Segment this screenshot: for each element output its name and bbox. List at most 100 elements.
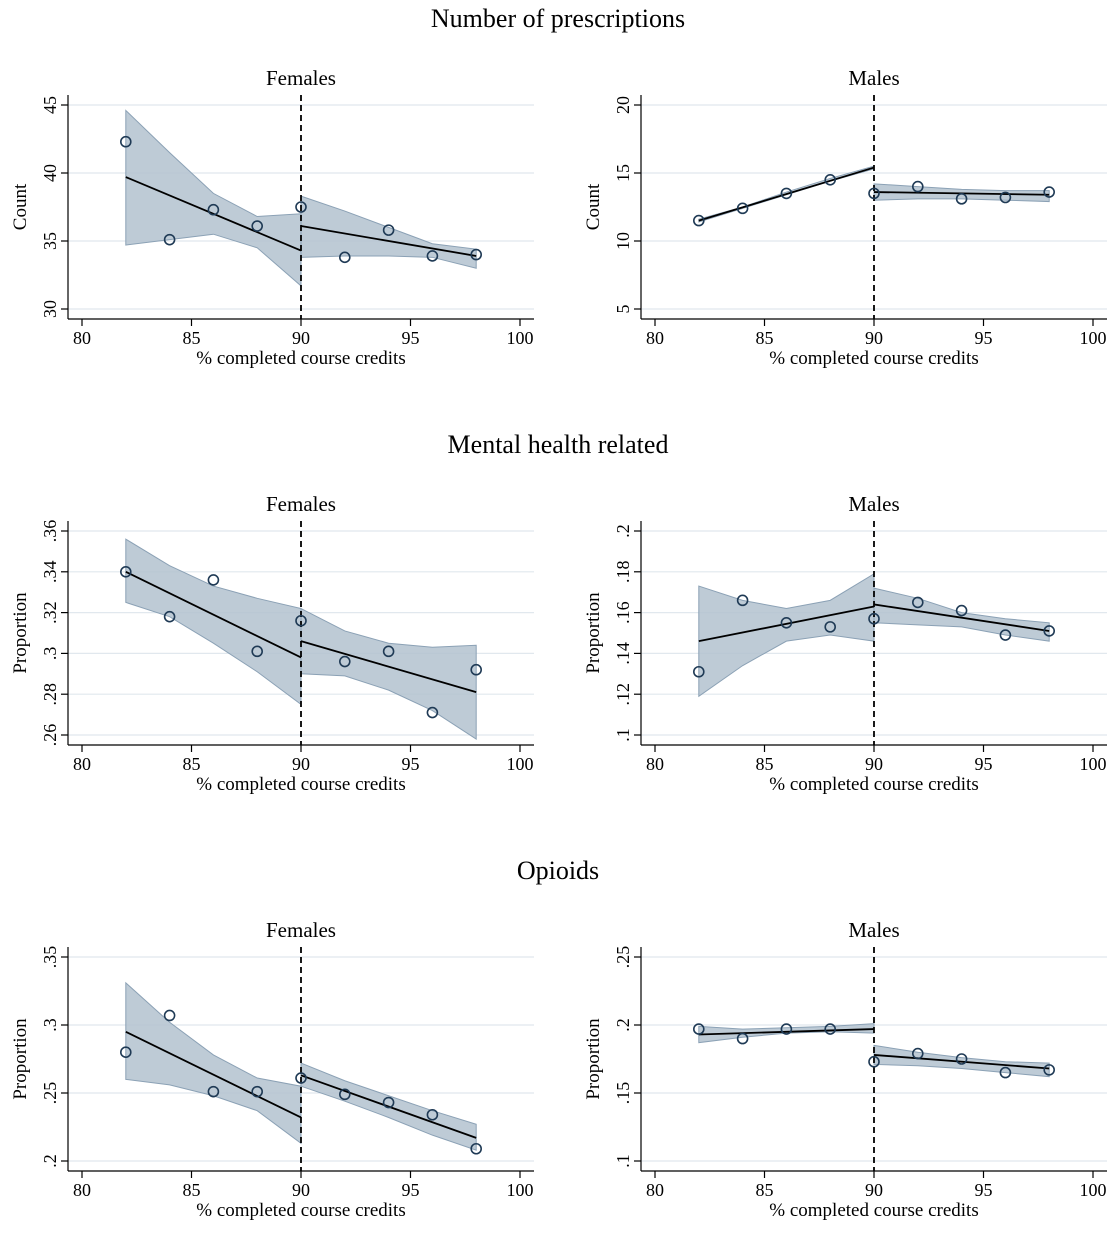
chart-3-fit-line-right — [873, 603, 1050, 632]
chart-5-point-8 — [1043, 1064, 1055, 1076]
chart-0-xtick-label-0: 80 — [73, 328, 91, 348]
chart-1-ylabel: Count — [583, 183, 604, 230]
chart-3-ylabel: Proportion — [583, 592, 604, 674]
chart-3-xtick-label-2: 90 — [865, 754, 883, 774]
chart-5-point-6 — [955, 1053, 968, 1065]
chart-1-point-6 — [955, 193, 968, 205]
chart-2-ytick-label-4: .34 — [40, 561, 60, 584]
chart-0-xtick-label-3: 95 — [402, 328, 420, 348]
chart-1-point-7 — [999, 191, 1012, 204]
chart-5-point-2 — [780, 1023, 793, 1035]
chart-0-ytick-label-3: 45 — [40, 96, 60, 114]
chart-5-point-1 — [736, 1032, 749, 1045]
chart-4-title: Females — [266, 918, 336, 942]
chart-3-point-3 — [824, 621, 837, 633]
chart-5-xlabel: % completed course credits — [769, 1200, 978, 1221]
chart-3-xtick-label-3: 95 — [975, 754, 993, 774]
chart-2-ci-band-right — [300, 607, 477, 741]
chart-3-point-4 — [868, 612, 880, 625]
chart-1-ytick-label-2: 15 — [613, 164, 633, 182]
panel-opioids-males: Males 80 85 90 95 100 .1 .15 .2 .25 % completed co… — [583, 918, 1107, 1221]
chart-5-point-0 — [692, 1023, 705, 1035]
chart-3-title: Males — [848, 492, 899, 516]
chart-2-ytick-label-3: .32 — [40, 601, 60, 624]
row-title-mental-health: Mental health related — [448, 430, 669, 459]
chart-2-point-1 — [163, 610, 176, 623]
chart-3-point-6 — [955, 604, 968, 617]
chart-1-point-2 — [780, 187, 793, 200]
chart-1-xtick-label-1: 85 — [756, 328, 774, 348]
chart-0-ytick-label-0: 30 — [40, 300, 60, 318]
panel-opioids-females: Females 80 85 90 95 100 .2 .25 .3 .35 % completed … — [10, 918, 534, 1221]
chart-2-ylabel: Proportion — [10, 592, 31, 674]
chart-0-xtick-label-2: 90 — [292, 328, 310, 348]
chart-3-xtick-label-4: 100 — [1080, 754, 1107, 774]
chart-0-ytick-label-1: 35 — [40, 232, 60, 250]
chart-0-fit-line-right — [300, 225, 477, 257]
chart-4-ci-band-left — [125, 981, 302, 1145]
chart-1-point-1 — [736, 202, 749, 215]
chart-2-xlabel: % completed course credits — [196, 774, 405, 795]
chart-5-xtick-label-3: 95 — [975, 1180, 993, 1200]
chart-5-xtick-label-0: 80 — [646, 1180, 664, 1200]
chart-4-xtick-label-2: 90 — [292, 1180, 310, 1200]
chart-2-point-0 — [120, 565, 132, 578]
chart-0-point-8 — [470, 248, 483, 261]
chart-0-point-4 — [295, 201, 307, 213]
chart-2-point-6 — [382, 645, 395, 658]
chart-0-xtick-label-1: 85 — [183, 328, 201, 348]
chart-2-xtick-label-3: 95 — [402, 754, 420, 774]
chart-2-point-4 — [295, 614, 307, 627]
chart-2-point-2 — [207, 574, 220, 586]
chart-2-ytick-label-1: .28 — [40, 683, 60, 706]
chart-5-ci-band-left — [698, 1023, 875, 1044]
chart-1-point-4 — [868, 187, 880, 200]
chart-1-xtick-label-3: 95 — [975, 328, 993, 348]
chart-3-point-0 — [692, 665, 705, 678]
chart-4-xtick-label-0: 80 — [73, 1180, 91, 1200]
chart-4-point-0 — [120, 1046, 132, 1058]
chart-1-point-0 — [692, 214, 705, 227]
chart-1-ytick-label-0: 5 — [613, 305, 633, 314]
chart-2-ytick-label-0: .26 — [40, 724, 60, 747]
chart-5-point-4 — [868, 1055, 880, 1068]
chart-0-ci-band-left — [125, 109, 302, 287]
chart-5-ytick-label-3: .25 — [613, 946, 633, 969]
chart-2-fit-line-right — [300, 640, 477, 694]
chart-3-ci-band-left — [698, 572, 875, 698]
chart-4-ytick-label-2: .3 — [40, 1018, 60, 1032]
chart-1-ytick-label-3: 20 — [613, 96, 633, 114]
chart-4-point-8 — [470, 1142, 483, 1155]
chart-0-point-1 — [163, 233, 176, 246]
chart-4-xtick-label-1: 85 — [183, 1180, 201, 1200]
chart-0-xlabel: % completed course credits — [196, 348, 405, 369]
chart-5-fit-line-left — [698, 1028, 875, 1036]
chart-2-xtick-label-4: 100 — [507, 754, 534, 774]
chart-4-xtick-label-3: 95 — [402, 1180, 420, 1200]
chart-1-fit-line-left — [698, 166, 875, 222]
chart-1-title: Males — [848, 66, 899, 90]
chart-3-ytick-label-2: .14 — [613, 642, 633, 665]
chart-0-point-6 — [382, 224, 395, 236]
chart-1-point-3 — [824, 174, 837, 186]
chart-3-point-5 — [911, 596, 924, 609]
chart-0-point-5 — [338, 251, 351, 264]
panel-prescriptions-males: Males 80 85 90 95 100 5 10 15 20 % completed cours… — [583, 66, 1107, 369]
chart-4-point-2 — [207, 1085, 220, 1098]
chart-4-xtick-label-4: 100 — [507, 1180, 534, 1200]
chart-0-point-7 — [426, 250, 439, 262]
chart-4-point-7 — [426, 1108, 439, 1121]
chart-2-xtick-label-1: 85 — [183, 754, 201, 774]
chart-4-ytick-label-0: .2 — [40, 1154, 60, 1168]
chart-5-ytick-label-2: .2 — [613, 1018, 633, 1032]
chart-3-fit-line-left — [698, 605, 875, 643]
chart-4-ytick-label-3: .35 — [40, 946, 60, 969]
chart-3-point-8 — [1043, 625, 1055, 637]
chart-2-ci-band-left — [125, 538, 302, 706]
chart-2-point-3 — [251, 645, 264, 658]
panel-mental-health-males: Males 80 85 90 95 100 .1 .12 .14 .16 .18 .2 % comple… — [583, 492, 1107, 795]
chart-4-point-1 — [163, 1009, 176, 1022]
chart-1-xlabel: % completed course credits — [769, 348, 978, 369]
chart-2-ytick-label-5: .36 — [40, 520, 60, 543]
